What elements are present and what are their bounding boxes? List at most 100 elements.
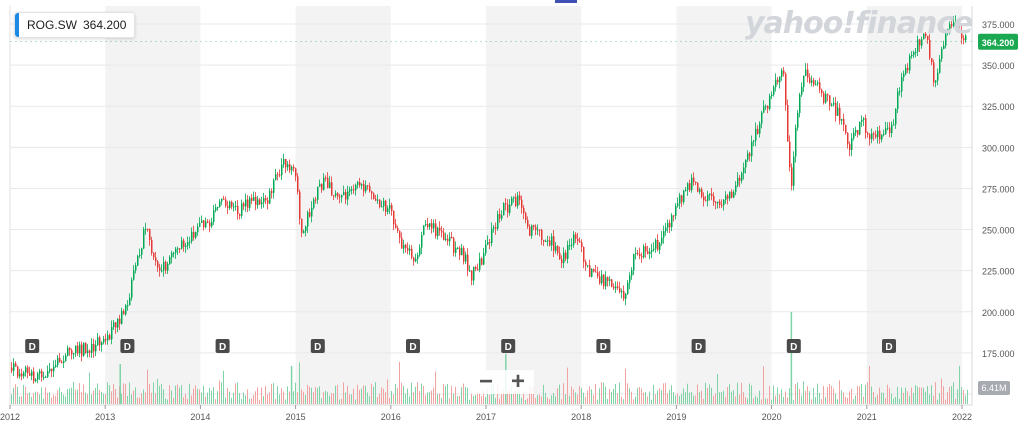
- candle-body: [925, 33, 927, 36]
- volume-bar: [643, 392, 644, 404]
- candle-body: [149, 228, 151, 241]
- volume-bar: [397, 387, 398, 404]
- candle-body: [461, 247, 463, 256]
- candle-body: [339, 196, 341, 198]
- volume-bar: [799, 389, 800, 404]
- candle-body: [535, 227, 537, 231]
- candle-body: [791, 167, 793, 186]
- volume-bar: [755, 395, 756, 404]
- candle-body: [815, 83, 817, 85]
- volume-bar: [17, 386, 18, 404]
- candle-body: [305, 226, 307, 232]
- volume-bar: [529, 386, 530, 404]
- zoom-out-button[interactable]: −: [478, 368, 493, 395]
- y-tick-label: 325.000: [982, 102, 1015, 112]
- volume-bar: [939, 393, 940, 404]
- volume-bar: [215, 399, 216, 404]
- candle-body: [665, 227, 667, 232]
- candle-body: [607, 277, 609, 281]
- volume-bar: [751, 385, 752, 404]
- candle-body: [357, 182, 359, 185]
- volume-bar: [641, 388, 642, 404]
- volume-bar: [883, 392, 884, 404]
- volume-bar: [139, 397, 140, 404]
- candle-body: [899, 91, 901, 93]
- volume-bar: [937, 399, 938, 404]
- candle-body: [883, 133, 885, 135]
- volume-bar: [713, 395, 714, 404]
- volume-bar: [159, 385, 160, 404]
- candle-body: [651, 249, 653, 252]
- candle-body: [963, 38, 965, 41]
- candle-body: [695, 181, 697, 183]
- candle-body: [417, 255, 419, 259]
- candle-body: [553, 236, 555, 251]
- year-band: [676, 6, 772, 405]
- candle-body: [545, 241, 547, 243]
- candle-body: [709, 193, 711, 195]
- volume-bar: [437, 394, 438, 404]
- volume-bar: [845, 396, 846, 404]
- volume-bar: [171, 390, 172, 404]
- candle-body: [515, 197, 517, 206]
- zoom-in-button[interactable]: +: [510, 368, 525, 395]
- dividend-marker: [310, 339, 325, 353]
- candle-body: [281, 164, 283, 176]
- volume-bar: [789, 388, 790, 404]
- candle-body: [245, 199, 247, 207]
- volume-bar: [611, 391, 612, 404]
- volume-bar: [895, 396, 896, 404]
- volume-bar: [133, 390, 134, 404]
- volume-bar: [811, 399, 812, 404]
- candle-body: [739, 177, 741, 181]
- candle-body: [537, 229, 539, 231]
- volume-bar: [491, 384, 492, 404]
- candle-body: [93, 343, 95, 352]
- candle-body: [809, 77, 811, 83]
- candle-body: [67, 347, 69, 356]
- candle-body: [315, 199, 317, 201]
- candle-body: [261, 202, 263, 205]
- candle-body: [589, 265, 591, 277]
- volume-bar: [585, 396, 586, 404]
- volume-bar: [693, 395, 694, 404]
- volume-bar: [409, 396, 410, 404]
- candle-body: [451, 236, 453, 239]
- candle-body: [487, 242, 489, 245]
- volume-bar: [897, 386, 898, 404]
- candle-body: [163, 261, 165, 271]
- volume-bar: [71, 387, 72, 404]
- volume-bar: [279, 394, 280, 404]
- year-band: [295, 6, 391, 405]
- volume-bar: [923, 387, 924, 404]
- volume-bar: [849, 391, 850, 404]
- candle-body: [23, 372, 25, 377]
- candle-body: [145, 228, 147, 230]
- candle-body: [769, 96, 771, 109]
- candle-body: [661, 237, 663, 244]
- volume-bar: [13, 387, 14, 404]
- volume-bar: [773, 385, 774, 404]
- volume-bar: [421, 383, 422, 404]
- candle-body: [789, 141, 791, 168]
- candle-body: [89, 350, 91, 353]
- candle-body: [911, 55, 913, 57]
- volume-bar: [725, 396, 726, 404]
- volume-bar: [265, 386, 266, 404]
- candle-body: [959, 29, 961, 32]
- volume-bar: [793, 399, 794, 404]
- volume-bar: [627, 383, 628, 404]
- candle-body: [371, 191, 373, 194]
- candle-body: [35, 379, 37, 382]
- series-color-indicator: [15, 13, 19, 37]
- candle-body: [301, 218, 303, 233]
- volume-bar: [835, 393, 836, 404]
- volume-bar: [609, 389, 610, 404]
- candle-body: [463, 247, 465, 262]
- volume-bar: [167, 399, 168, 404]
- volume-bar: [679, 395, 680, 404]
- y-tick-label: 375.000: [982, 20, 1015, 30]
- volume-bar: [601, 382, 602, 404]
